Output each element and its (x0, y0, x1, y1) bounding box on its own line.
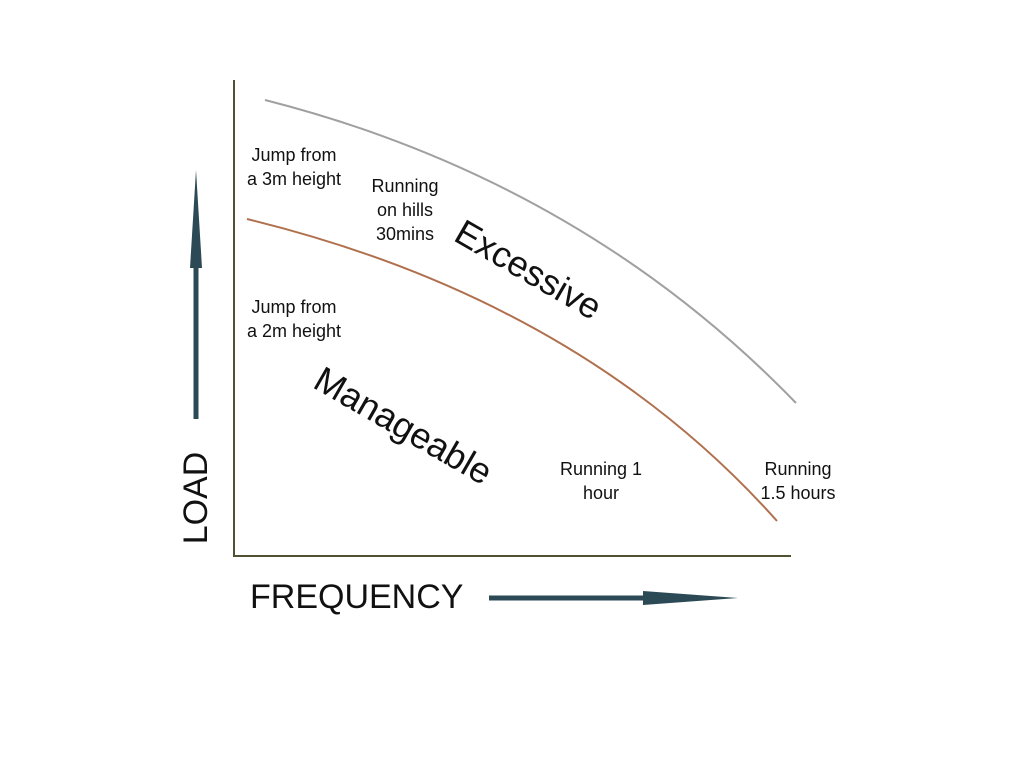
frequency-arrow-shaft (489, 595, 649, 601)
annotation-line: Running (764, 459, 831, 479)
annotation-line: hour (583, 483, 619, 503)
load-arrow-shaft (193, 255, 199, 419)
annotation-line: Jump from (251, 145, 336, 165)
frequency-arrow-head (643, 591, 738, 605)
manageable-curve (246, 218, 778, 522)
excessive-curve (264, 99, 797, 404)
y-axis-label: LOAD (177, 452, 215, 545)
load-arrow-head (190, 170, 202, 268)
annotation-line: a 3m height (247, 169, 341, 189)
annotation-line: on hills (377, 200, 433, 220)
annotation-line: Running (371, 176, 438, 196)
annotation-line: Jump from (251, 297, 336, 317)
annotation-line: Running 1 (560, 459, 642, 479)
annotation-line: 30mins (376, 224, 434, 244)
x-axis-label: FREQUENCY (250, 578, 463, 616)
annotation-line: a 2m height (247, 321, 341, 341)
annotation-line: 1.5 hours (760, 483, 835, 503)
